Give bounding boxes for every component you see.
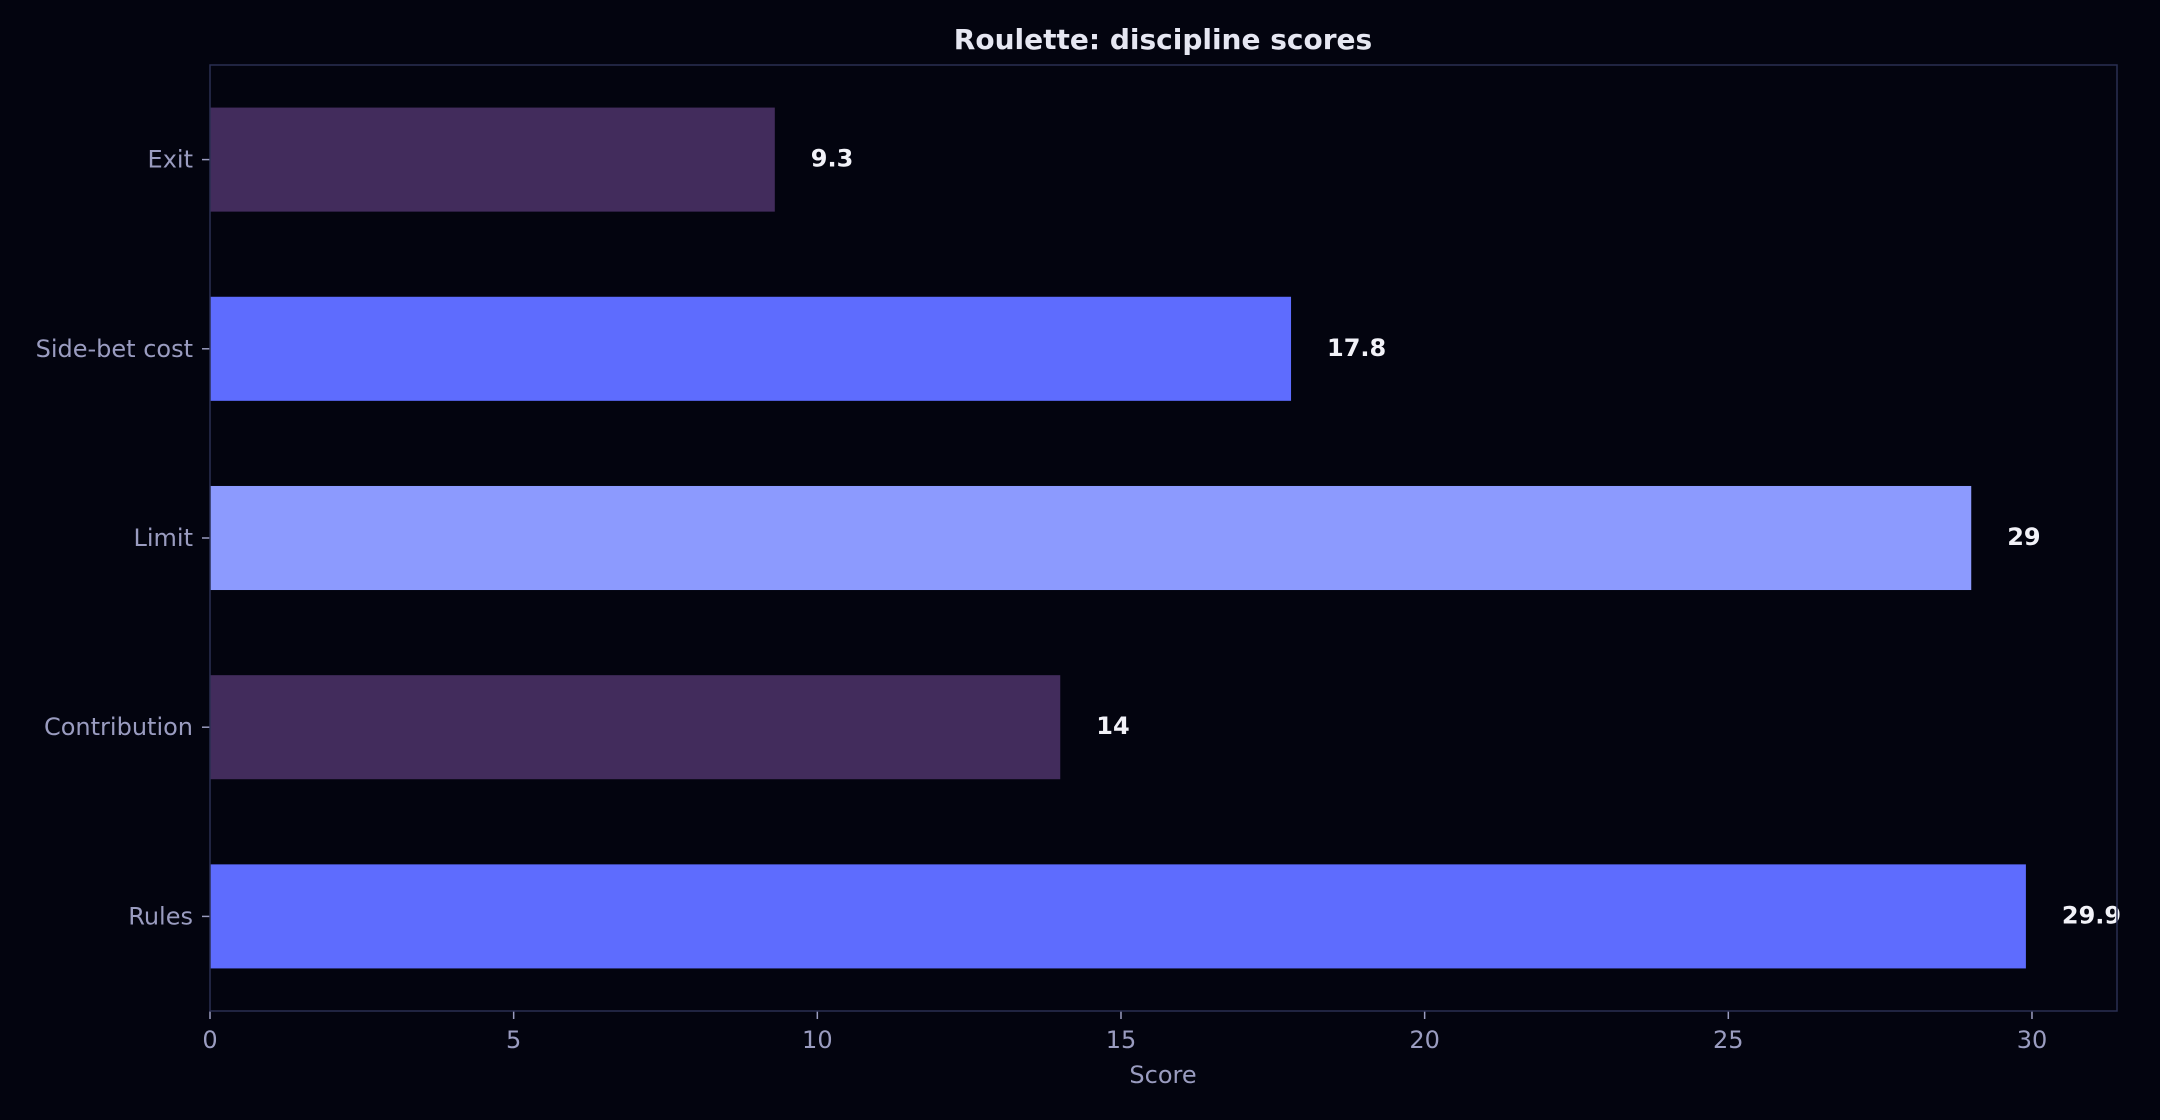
bar-rules — [210, 864, 2026, 969]
x-tick-label: 10 — [802, 1026, 833, 1054]
x-axis: 0 5 10 15 20 25 30 — [202, 1011, 2047, 1054]
y-tick-label: Side-bet cost — [36, 335, 193, 363]
bar-contribution — [210, 675, 1061, 780]
x-tick-label: 25 — [1713, 1026, 1744, 1054]
value-label: 29.9 — [2062, 901, 2121, 929]
x-tick-label: 15 — [1106, 1026, 1137, 1054]
y-tick-label: Exit — [148, 146, 193, 174]
x-tick-label: 30 — [2017, 1026, 2048, 1054]
chart-title: Roulette: discipline scores — [954, 23, 1372, 56]
bar-limit — [210, 485, 1972, 591]
y-axis: Exit Side-bet cost Limit Contribution Rules — [36, 146, 210, 930]
plot-frame — [209, 64, 2118, 1012]
bar-side-bet-cost — [210, 296, 1292, 401]
bar-exit — [210, 107, 775, 212]
value-label: 17.8 — [1327, 334, 1386, 362]
value-label: 29 — [2007, 523, 2040, 551]
x-tick-label: 20 — [1409, 1026, 1440, 1054]
value-label: 9.3 — [811, 145, 854, 173]
value-label: 14 — [1096, 712, 1129, 740]
bars-layer: 9.3 17.8 29 14 29.9 — [210, 107, 2121, 969]
x-tick-label: 0 — [202, 1026, 217, 1054]
x-axis-label: Score — [1129, 1061, 1196, 1089]
y-tick-label: Rules — [128, 902, 193, 930]
y-tick-label: Contribution — [44, 713, 193, 741]
y-tick-label: Limit — [134, 524, 194, 552]
x-tick-label: 5 — [506, 1026, 521, 1054]
